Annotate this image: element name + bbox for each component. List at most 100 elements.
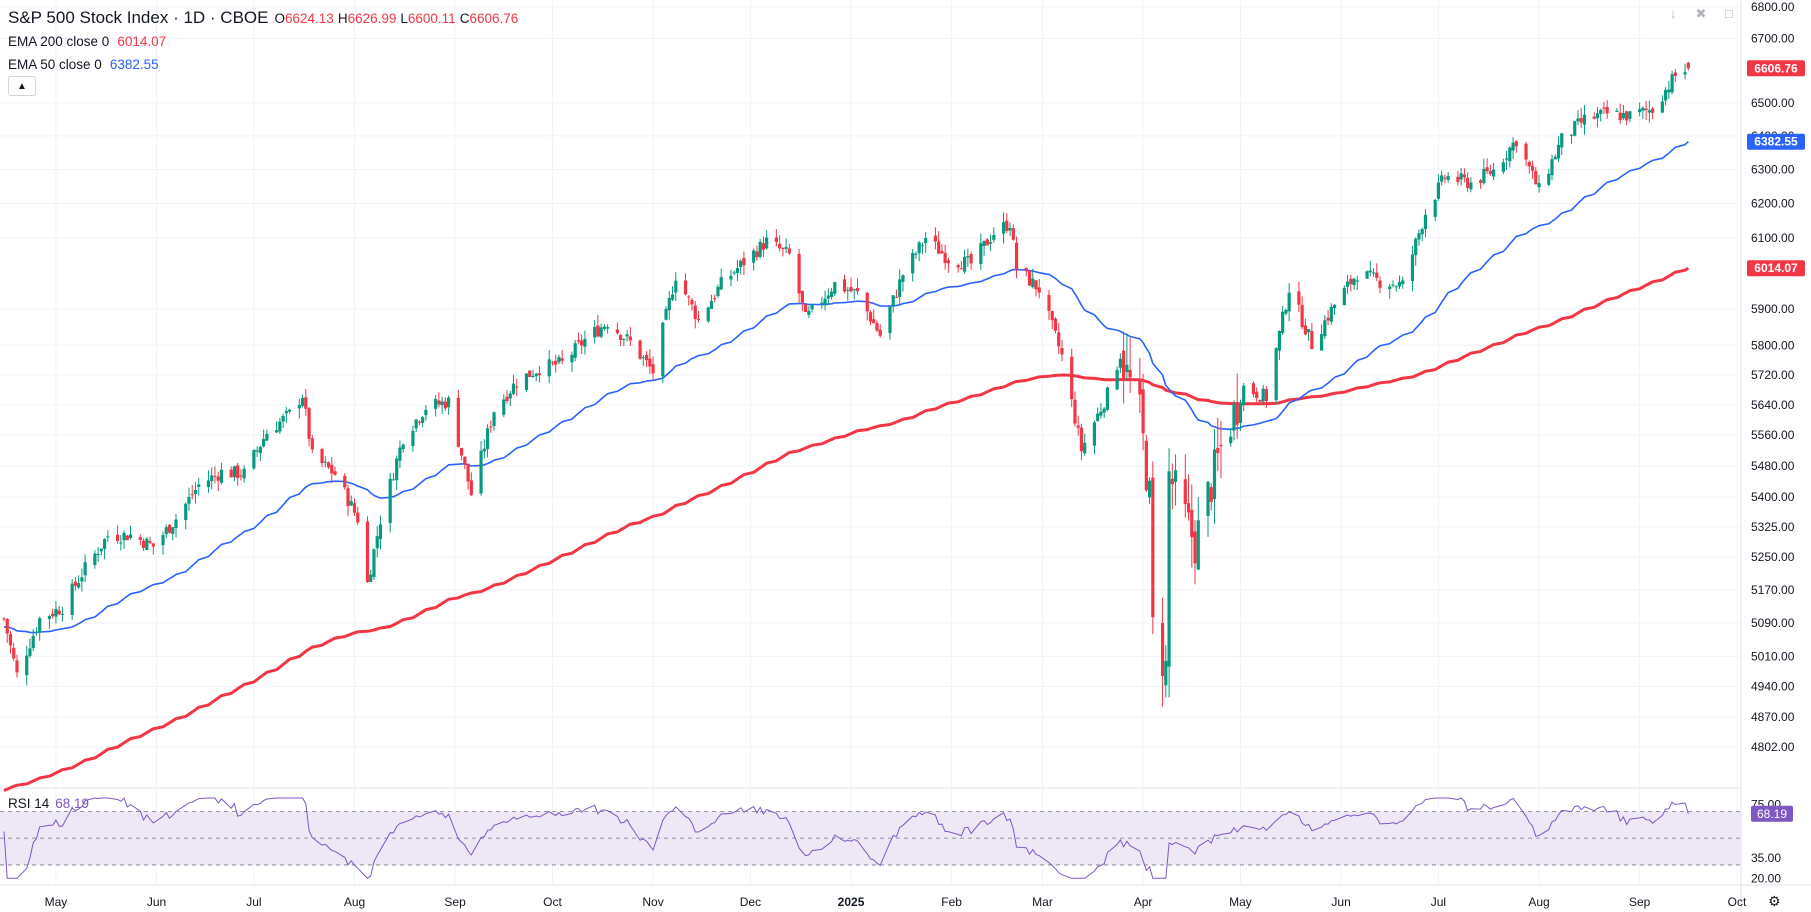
candle [1514,140,1518,153]
candle-body [1329,306,1333,322]
candle [1615,107,1619,112]
candle-body [1024,268,1028,272]
candle [1667,80,1671,99]
candle-body [667,297,671,311]
candle [1196,496,1200,571]
candle-body [1005,220,1009,231]
indicator-ema200[interactable]: EMA 200 close 0 6014.07 [8,30,522,53]
candle [765,230,769,250]
candle-body [15,660,19,673]
candle-body [849,287,853,292]
symbol-title[interactable]: S&P 500 Stock Index · 1D · CBOE [8,8,269,27]
arrow-down-icon[interactable]: ↓ [1669,6,1677,21]
candle [735,259,740,281]
candle [346,484,350,517]
candle [391,472,396,481]
candle-body [898,279,902,297]
candle [1125,333,1129,381]
candle [398,440,402,469]
candle [1355,275,1359,290]
rsi-legend[interactable]: RSI 14 68.19 [8,796,89,811]
candle-body [349,501,353,506]
candle-body [1027,270,1032,286]
candle-body [1102,408,1106,413]
candle [774,229,778,247]
candle-body [901,275,905,282]
candle-body [982,240,986,247]
candle [1050,310,1054,330]
candle-body [888,306,892,334]
candle-body [713,298,717,300]
candle [946,257,950,273]
candle-body [693,305,697,319]
candle [709,294,714,309]
candle [1287,282,1291,322]
candle [424,405,428,421]
candle [60,606,65,622]
candle-body [167,524,172,533]
indicator-ema50[interactable]: EMA 50 close 0 6382.55 [8,53,522,76]
price-tick-label: 6800.00 [1751,0,1795,14]
candle [1644,101,1648,121]
candle [778,235,782,252]
candle-body [213,475,217,477]
candle-body [547,359,551,377]
price-axis[interactable]: 6800.006700.006500.006400.006300.006200.… [1747,0,1805,885]
candle-body [151,543,155,547]
candle [242,465,246,483]
maximize-pane-icon[interactable]: □ [1725,6,1733,21]
candle [138,534,142,545]
candle [979,233,983,270]
candle [706,306,710,324]
candle [1599,108,1603,122]
candle-body [593,327,597,338]
candle-body [1375,272,1379,278]
candle-body [985,239,989,246]
candle-body [1443,177,1447,179]
candle [281,413,285,429]
candle [310,434,314,453]
candle [1569,134,1574,144]
time-tick-label: 2025 [838,895,865,909]
candle [511,374,516,396]
candle-body [729,275,733,280]
candle-body [1394,286,1398,288]
rsi-tick-label: 35.00 [1751,851,1781,865]
time-axis[interactable]: May Jun Jul Aug Sep Oct Nov Dec 2025 Feb Mar Apr May… [45,895,1747,909]
candle-body [628,336,632,341]
candle [800,290,804,312]
candle [77,575,81,589]
time-tick-label: Oct [543,895,562,909]
candle-body [1138,380,1142,395]
candle [924,232,928,253]
candle-body [580,340,584,346]
candle [1488,164,1492,177]
candle-body [800,290,804,303]
candle-body [1057,332,1061,347]
candle [99,548,103,556]
candle-body [732,272,736,274]
candle-body [401,444,405,450]
candle-body [1190,509,1194,538]
candle-body [1186,503,1191,513]
candle-body [255,450,259,452]
candle [1345,275,1350,294]
candle [1307,329,1311,341]
candle-body [1031,278,1035,287]
candle-body [683,280,688,295]
rsi-tick-label: 20.00 [1751,871,1781,885]
candle [388,472,392,533]
collapse-pane-icon[interactable]: ✖ [1695,6,1707,21]
candle-body [550,362,555,364]
gear-icon[interactable]: ⚙ [1768,893,1781,909]
candle-body [1550,159,1554,176]
candle [1167,448,1171,698]
candle-body [1469,182,1473,190]
candle [1300,296,1304,330]
candle-body [369,574,373,583]
candle-body [333,471,337,475]
candle-body [894,296,899,298]
collapse-legend-button[interactable]: ▲ [8,76,36,96]
candle [1229,428,1233,447]
